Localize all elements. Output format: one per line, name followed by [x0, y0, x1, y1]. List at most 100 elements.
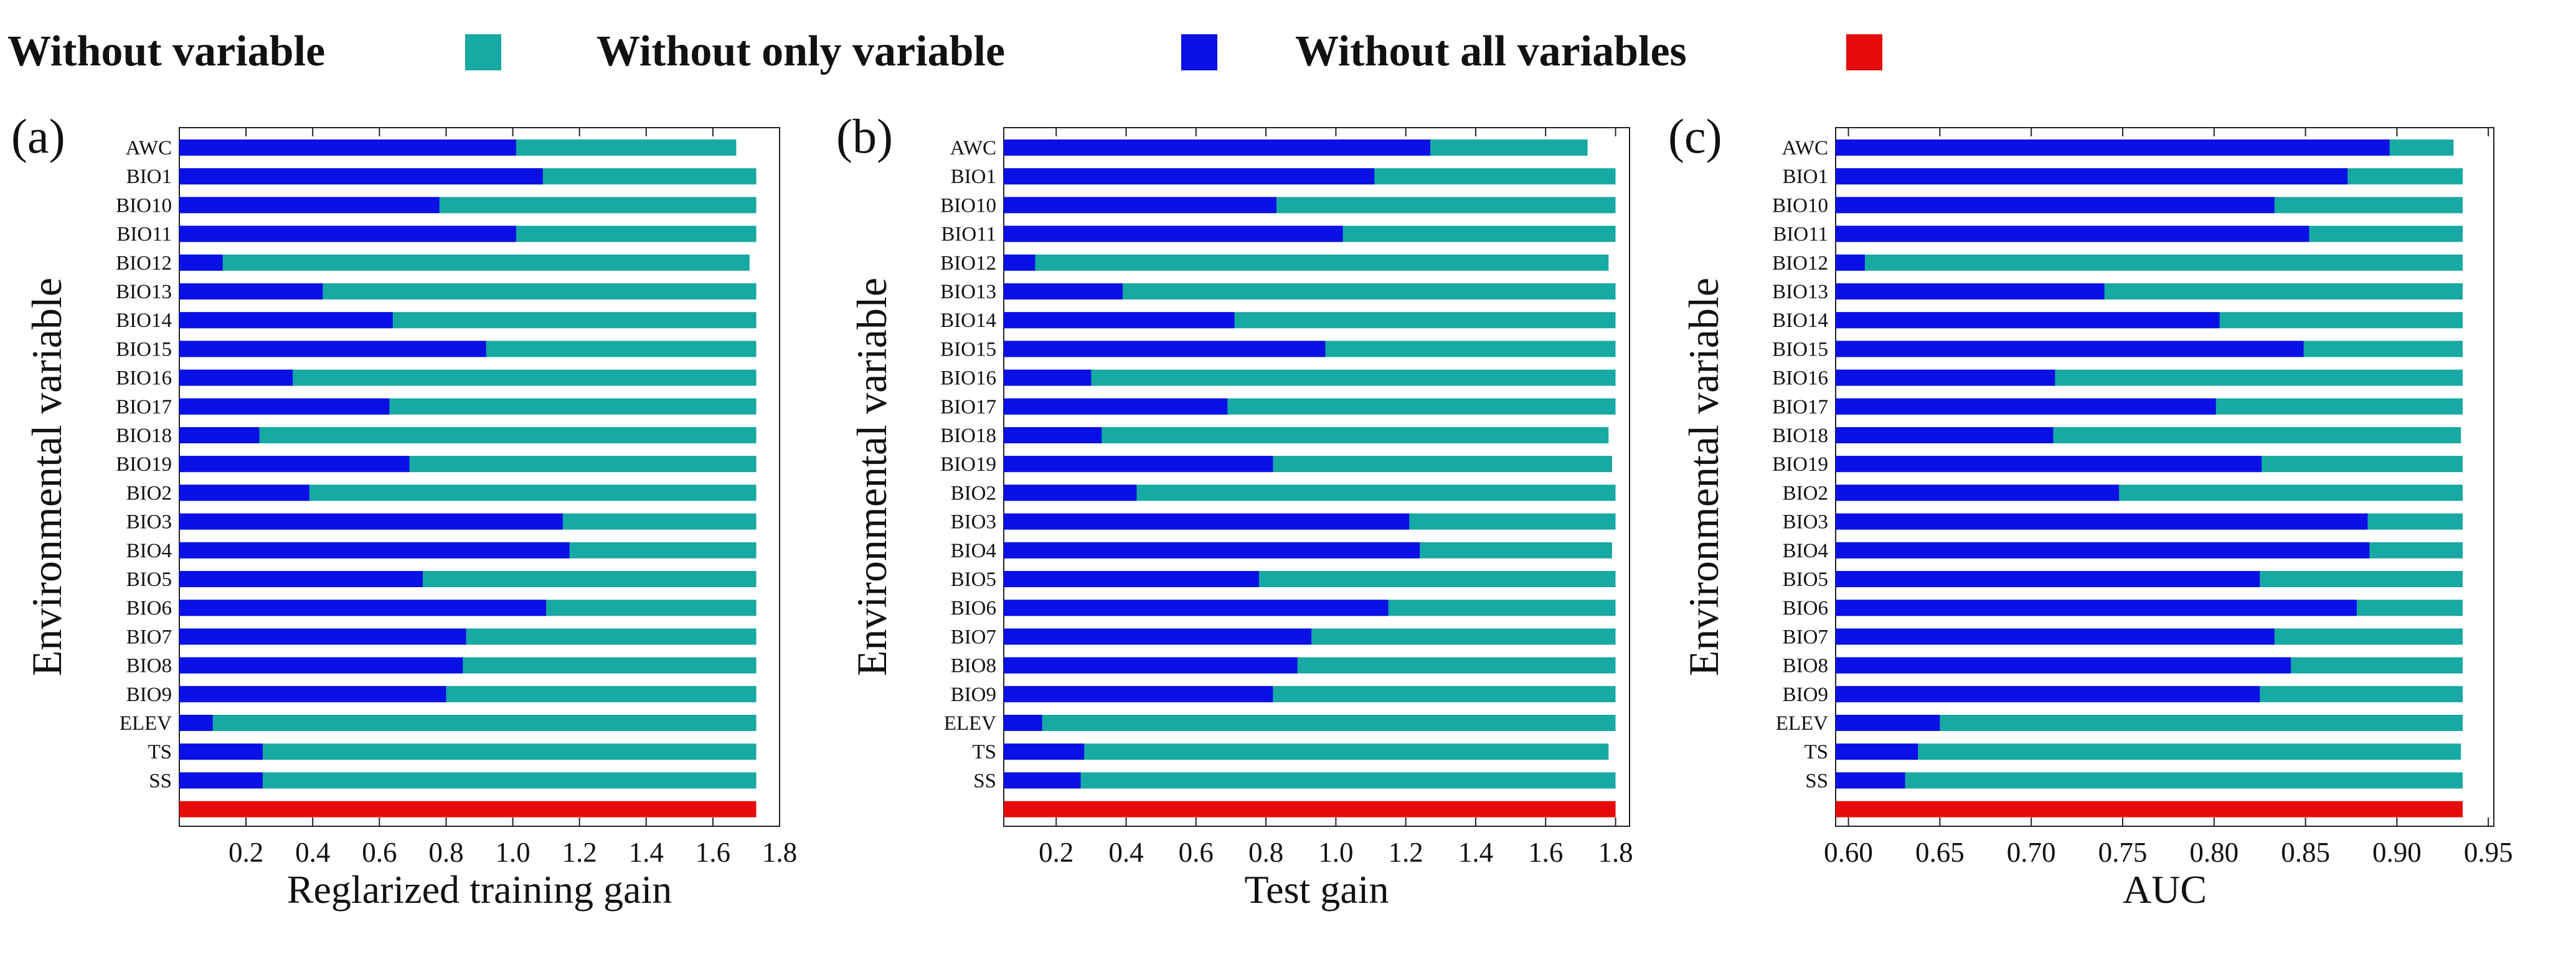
- category-label-bio19: BIO19: [940, 453, 996, 476]
- bar-without-only-variable-bio17: [1836, 398, 2216, 415]
- category-label-bio15: BIO15: [940, 338, 996, 361]
- bar-without-only-variable-bio9: [179, 686, 446, 702]
- category-label-bio14: BIO14: [1772, 309, 1828, 332]
- bar-without-only-variable-bio15: [179, 341, 486, 357]
- category-label-ts: TS: [1804, 741, 1828, 763]
- bar-without-only-variable-bio2: [1836, 484, 2120, 501]
- category-label-bio8: BIO8: [951, 655, 996, 677]
- category-label-bio19: BIO19: [116, 453, 172, 476]
- bar-without-only-variable-bio18: [1004, 427, 1102, 443]
- category-label-bio11: BIO11: [941, 224, 996, 246]
- category-label-bio11: BIO11: [1773, 224, 1828, 246]
- category-label-bio15: BIO15: [116, 338, 172, 361]
- bar-without-only-variable-elev: [179, 715, 213, 731]
- bar-without-variable-bio16: [1004, 369, 1616, 386]
- bar-without-only-variable-bio10: [1004, 197, 1276, 214]
- x-tick-label: 1.4: [629, 837, 664, 868]
- x-tick-label: 0.8: [1248, 837, 1283, 868]
- category-label-bio17: BIO17: [940, 396, 996, 418]
- bar-without-variable-bio12: [1004, 254, 1609, 271]
- bar-without-only-variable-bio19: [179, 456, 410, 473]
- panel-label: (c): [1668, 109, 1722, 163]
- x-tick-label: 1.8: [1598, 837, 1633, 868]
- category-label-bio12: BIO12: [1772, 252, 1828, 275]
- bar-without-only-variable-bio19: [1836, 456, 2262, 473]
- bar-without-only-variable-ss: [1004, 772, 1081, 789]
- bar-without-all-variables: [179, 801, 757, 818]
- plot-frame: [1835, 127, 2494, 827]
- bar-without-variable-ss: [1004, 772, 1616, 789]
- x-tick-label: 0.65: [1915, 837, 1965, 868]
- bar-without-only-variable-bio1: [1836, 168, 2348, 185]
- bar-without-only-variable-bio15: [1004, 341, 1326, 357]
- bar-without-only-variable-bio14: [1836, 312, 2220, 329]
- bar-without-only-variable-bio16: [179, 369, 293, 386]
- category-label-bio7: BIO7: [951, 626, 996, 648]
- bar-without-only-variable-bio18: [179, 427, 260, 443]
- bar-without-only-variable-bio18: [1836, 427, 2054, 443]
- x-tick-label: 1.0: [1318, 837, 1353, 868]
- y-axis-title: Environmental variable: [23, 278, 70, 676]
- category-label-bio19: BIO19: [1772, 453, 1828, 476]
- bar-without-only-variable-bio7: [1836, 628, 2275, 645]
- bar-without-variable-ts: [179, 743, 757, 760]
- bar-without-only-variable-ts: [1836, 743, 1918, 760]
- category-label-bio18: BIO18: [940, 425, 996, 447]
- category-label-bio7: BIO7: [1783, 626, 1828, 648]
- category-label-ss: SS: [1805, 770, 1828, 792]
- panel-label: (a): [11, 109, 65, 163]
- bar-without-only-variable-bio17: [179, 398, 390, 415]
- category-label-bio3: BIO3: [1783, 511, 1828, 534]
- x-tick-label: 1.4: [1458, 837, 1493, 868]
- category-label-bio1: BIO1: [951, 166, 996, 188]
- bar-without-only-variable-bio11: [179, 225, 516, 242]
- category-label-ts: TS: [148, 741, 172, 763]
- bar-without-only-variable-bio12: [179, 254, 223, 271]
- bar-without-only-variable-ss: [179, 772, 263, 789]
- category-label-bio10: BIO10: [940, 194, 996, 217]
- bar-without-only-variable-bio14: [179, 312, 393, 329]
- category-label-bio5: BIO5: [1783, 568, 1828, 591]
- x-tick-label: 0.90: [2372, 837, 2422, 868]
- y-axis-title: Environmental variable: [1680, 278, 1727, 676]
- category-label-bio16: BIO16: [940, 367, 996, 390]
- x-tick-label: 0.4: [1108, 837, 1143, 868]
- category-label-bio7: BIO7: [126, 626, 172, 648]
- category-label-bio6: BIO6: [1783, 597, 1828, 620]
- x-tick-label: 1.6: [1528, 837, 1563, 868]
- bar-without-variable-bio12: [179, 254, 750, 271]
- category-label-elev: ELEV: [944, 712, 996, 735]
- category-label-bio16: BIO16: [1772, 367, 1828, 390]
- category-label-bio18: BIO18: [1772, 425, 1828, 447]
- bar-without-only-variable-awc: [179, 139, 516, 156]
- legend: Without variable Without only variable W…: [7, 27, 1882, 75]
- bar-without-only-variable-bio6: [1836, 600, 2357, 616]
- bar-without-only-variable-awc: [1004, 139, 1430, 156]
- legend-swatch-without-only-variable: [1181, 34, 1217, 70]
- category-label-bio17: BIO17: [116, 396, 172, 418]
- category-label-bio9: BIO9: [951, 684, 996, 706]
- category-label-bio12: BIO12: [940, 252, 996, 275]
- bar-without-only-variable-bio13: [179, 283, 323, 299]
- bar-without-only-variable-bio6: [179, 600, 547, 616]
- category-label-bio3: BIO3: [951, 511, 996, 534]
- category-label-bio16: BIO16: [116, 367, 172, 390]
- category-label-bio17: BIO17: [1772, 396, 1828, 418]
- bar-without-only-variable-bio1: [1004, 168, 1375, 185]
- panel-label: (b): [836, 109, 893, 163]
- bar-without-only-variable-bio12: [1836, 254, 1865, 271]
- bar-without-only-variable-bio3: [1004, 513, 1410, 530]
- category-label-bio9: BIO9: [126, 684, 172, 706]
- bar-without-only-variable-bio19: [1004, 456, 1273, 473]
- bar-without-only-variable-ss: [1836, 772, 1905, 789]
- x-tick-label: 0.80: [2189, 837, 2239, 868]
- bar-without-only-variable-bio2: [179, 484, 309, 501]
- bar-without-only-variable-bio9: [1836, 686, 2260, 702]
- category-label-bio14: BIO14: [940, 309, 996, 332]
- bar-without-only-variable-elev: [1836, 715, 1940, 731]
- x-tick-label: 0.2: [229, 837, 263, 868]
- category-label-ss: SS: [149, 770, 172, 792]
- bar-without-only-variable-bio3: [179, 513, 563, 530]
- bar-without-only-variable-bio9: [1004, 686, 1273, 702]
